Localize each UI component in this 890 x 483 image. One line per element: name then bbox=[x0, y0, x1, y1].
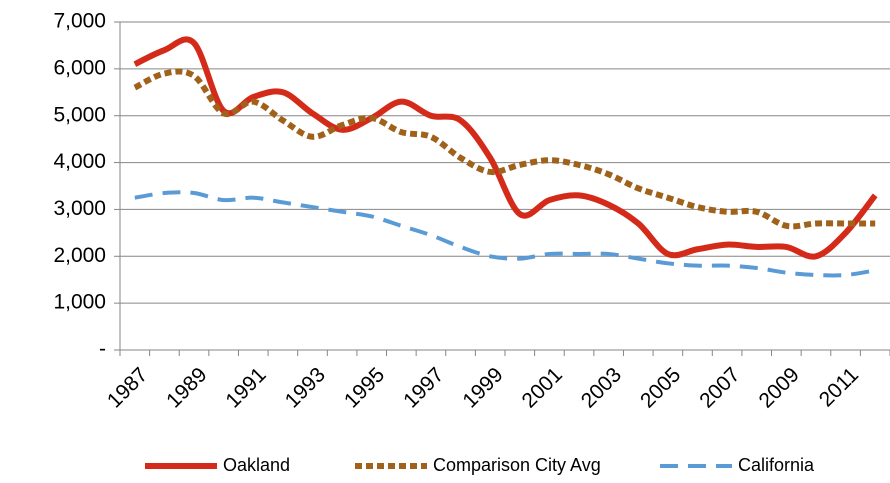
series-line bbox=[134, 190, 876, 278]
x-tick-label: 2009 bbox=[755, 363, 804, 412]
x-tick-label: 1997 bbox=[399, 363, 448, 412]
x-tick-label: 2005 bbox=[636, 363, 685, 412]
y-tick-label: 2,000 bbox=[53, 244, 106, 267]
x-tick-label: 1989 bbox=[162, 363, 211, 412]
y-tick-label: 5,000 bbox=[53, 103, 106, 126]
y-tick-label: 6,000 bbox=[53, 56, 106, 79]
x-tick-label: 1991 bbox=[221, 363, 270, 412]
y-tick-label: 3,000 bbox=[53, 197, 106, 220]
x-tick-label: 1993 bbox=[281, 363, 330, 412]
x-tick-label: 1987 bbox=[103, 363, 152, 412]
x-tick-label: 2003 bbox=[577, 363, 626, 412]
x-tick-label: 2011 bbox=[815, 363, 863, 411]
legend-label: California bbox=[738, 455, 815, 475]
legend-label: Comparison City Avg bbox=[433, 455, 601, 475]
y-tick-label: - bbox=[99, 338, 106, 361]
x-tick-label: 1995 bbox=[340, 363, 389, 412]
y-tick-label: 7,000 bbox=[53, 10, 106, 33]
x-tick-label: 1999 bbox=[458, 363, 507, 412]
y-tick-label: 1,000 bbox=[53, 291, 106, 314]
x-tick-label: 2001 bbox=[518, 363, 567, 412]
series-line bbox=[133, 68, 876, 230]
legend-label: Oakland bbox=[223, 455, 290, 475]
series-line bbox=[133, 36, 878, 260]
y-tick-label: 4,000 bbox=[53, 150, 106, 173]
x-tick-label: 2007 bbox=[695, 363, 744, 412]
